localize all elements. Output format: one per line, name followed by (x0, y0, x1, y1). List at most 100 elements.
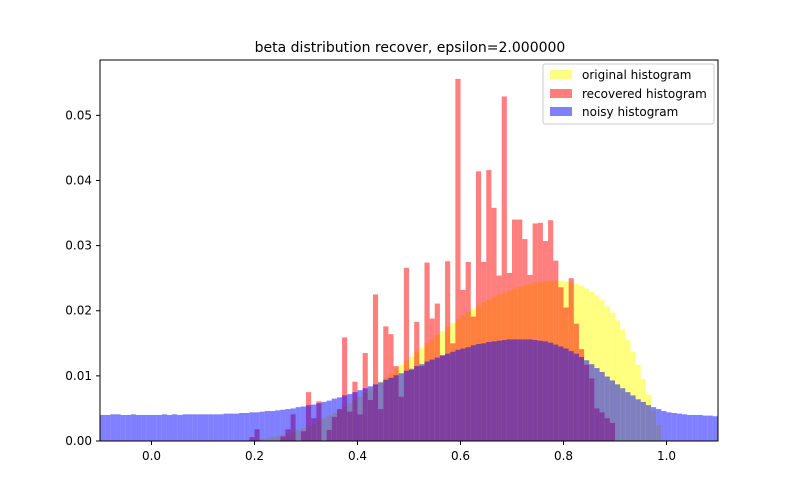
noisy-bar-44 (326, 400, 332, 441)
noisy-bar-48 (347, 394, 353, 441)
noisy-bar-85 (537, 340, 543, 441)
noisy-bar-71 (465, 347, 471, 441)
noisy-bar-67 (445, 353, 451, 441)
noisy-bar-63 (424, 361, 430, 441)
noisy-bar-40 (306, 405, 312, 441)
noisy-bar-61 (414, 366, 420, 441)
noisy-bar-16 (182, 414, 188, 441)
noisy-bar-79 (506, 339, 512, 441)
noisy-bar-100 (615, 384, 621, 441)
noisy-bar-49 (352, 392, 358, 441)
series-noisy (100, 339, 718, 441)
noisy-bar-45 (331, 398, 337, 441)
noisy-bar-21 (208, 414, 214, 441)
noisy-bar-105 (640, 401, 646, 441)
y-tick-label-1: 0.01 (65, 369, 92, 383)
noisy-bar-69 (455, 349, 461, 441)
noisy-bar-4 (120, 414, 126, 441)
noisy-bar-66 (439, 355, 446, 441)
noisy-bar-114 (687, 414, 693, 441)
recovered-bar-51 (542, 241, 549, 441)
noisy-bar-5 (125, 414, 131, 441)
recovered-bar-28 (424, 262, 430, 441)
noisy-bar-53 (372, 384, 379, 441)
noisy-bar-56 (388, 377, 394, 441)
noisy-bar-33 (269, 411, 276, 441)
recovered-bar-43 (501, 96, 507, 441)
original-bar-70 (609, 312, 615, 441)
recovered-bar-40 (486, 170, 492, 441)
noisy-bar-25 (228, 413, 234, 441)
noisy-bar-30 (254, 412, 260, 441)
y-tick-label-4: 0.04 (65, 173, 92, 187)
noisy-bar-41 (311, 404, 317, 441)
x-tick-label-1: 0.2 (245, 449, 264, 463)
noisy-bar-26 (233, 413, 240, 441)
noisy-bar-51 (362, 388, 368, 441)
noisy-bar-117 (702, 415, 708, 441)
noisy-bar-102 (625, 392, 631, 441)
noisy-bar-43 (321, 401, 327, 441)
noisy-bar-29 (249, 412, 255, 441)
noisy-bar-97 (599, 371, 605, 441)
noisy-bar-57 (393, 375, 399, 441)
noisy-bar-37 (290, 408, 296, 441)
recovered-bar-12 (342, 337, 348, 441)
noisy-bar-9 (146, 414, 152, 441)
noisy-bar-107 (651, 407, 657, 441)
noisy-bar-77 (496, 340, 502, 441)
chart-title: beta distribution recover, epsilon=2.000… (255, 40, 566, 56)
recovered-bar-41 (491, 207, 497, 441)
noisy-bar-93 (578, 356, 585, 441)
ticks-layer: 0.0 0.2 0.4 0.6 0.8 1.0 0.00 0.01 0.02 0.03 0.04 0.… (65, 108, 676, 463)
noisy-bar-60 (409, 368, 415, 441)
recovered-bar-50 (537, 222, 543, 441)
bars-layer (100, 78, 718, 441)
noisy-bar-34 (275, 410, 281, 441)
x-tick-label-0: 0.0 (142, 449, 161, 463)
noisy-bar-62 (419, 364, 425, 441)
noisy-bar-78 (501, 340, 507, 441)
noisy-bar-118 (707, 415, 713, 441)
recovered-bar-32 (445, 261, 451, 441)
noisy-bar-88 (553, 344, 559, 441)
legend-box (542, 63, 715, 125)
noisy-bar-92 (573, 353, 579, 441)
noisy-bar-82 (522, 339, 528, 441)
noisy-bar-72 (470, 345, 476, 441)
noisy-bar-52 (367, 386, 373, 441)
legend: original histogram recovered histogram n… (542, 63, 715, 125)
noisy-bar-58 (398, 373, 404, 441)
x-tick-label-4: 0.8 (554, 449, 573, 463)
noisy-bar-64 (429, 359, 435, 441)
noisy-bar-76 (491, 341, 497, 441)
noisy-bar-46 (336, 397, 343, 441)
noisy-bar-108 (656, 409, 662, 441)
noisy-bar-109 (661, 411, 667, 441)
x-tick-label-2: 0.4 (348, 449, 367, 463)
recovered-bar-34 (455, 78, 461, 441)
recovered-bar-49 (532, 223, 538, 441)
noisy-bar-17 (187, 414, 193, 441)
noisy-bar-22 (213, 414, 219, 441)
noisy-bar-39 (300, 406, 306, 441)
noisy-bar-94 (584, 360, 590, 441)
noisy-bar-20 (203, 414, 209, 441)
y-tick-label-0: 0.00 (65, 434, 92, 448)
recovered-bar-18 (372, 294, 379, 441)
x-tick-label-3: 0.6 (451, 449, 470, 463)
noisy-bar-19 (197, 414, 203, 441)
noisy-bar-50 (357, 390, 363, 441)
noisy-bar-96 (594, 368, 600, 441)
noisy-bar-59 (403, 370, 409, 441)
legend-swatch-original (550, 70, 572, 79)
recovered-bar-24 (403, 267, 409, 441)
y-tick-label-2: 0.02 (65, 304, 92, 318)
noisy-bar-14 (172, 414, 178, 441)
noisy-bar-31 (259, 411, 265, 441)
noisy-bar-27 (239, 412, 245, 441)
legend-label-noisy: noisy histogram (582, 105, 678, 119)
noisy-bar-28 (244, 412, 250, 441)
